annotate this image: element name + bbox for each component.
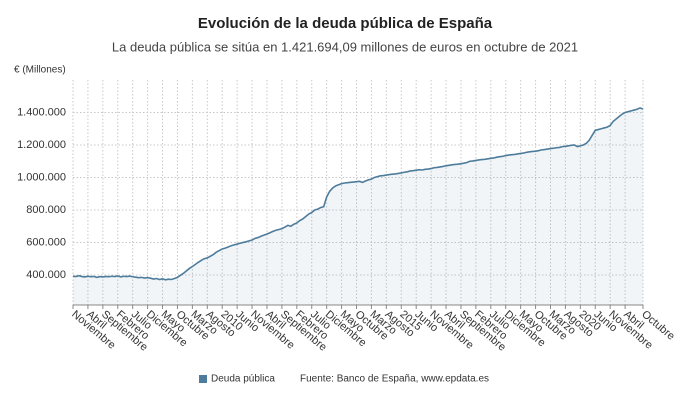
y-tick-label: 1.000.000 (17, 171, 66, 183)
legend-label: Deuda pública (211, 374, 275, 385)
y-axis-label: € (Millones) (14, 65, 66, 76)
chart-title: Evolución de la deuda pública de España (198, 15, 493, 32)
source: Fuente: Banco de España, www.epdata.es (300, 374, 489, 385)
line (72, 107, 644, 281)
chart-subtitle: La deuda pública se sitúa en 1.421.694,0… (112, 39, 578, 54)
y-tick-label: 800.000 (26, 204, 66, 216)
y-tick-label: 400.000 (26, 269, 66, 281)
y-tick-label: 600.000 (26, 236, 66, 248)
y-tick-label: 1.200.000 (17, 139, 66, 151)
legend-swatch (199, 375, 207, 383)
y-tick-label: 1.400.000 (17, 106, 66, 118)
